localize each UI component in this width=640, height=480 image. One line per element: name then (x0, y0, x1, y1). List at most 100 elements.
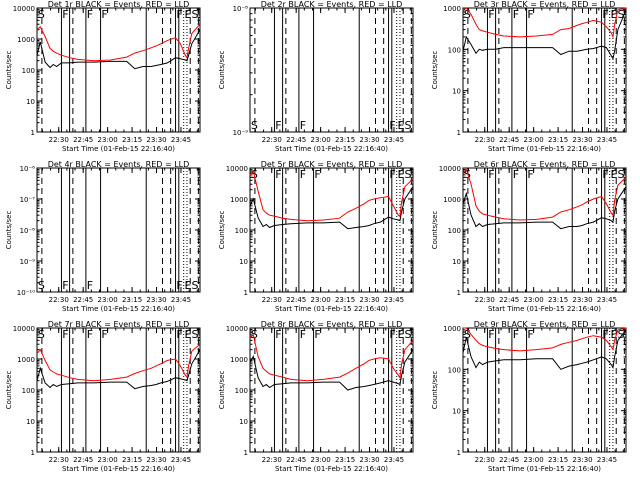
panel-title: Det 6r BLACK = Events, RED = LLD (474, 160, 616, 169)
x-tick-label: 22:30 (262, 296, 282, 304)
y-tick-label: 10⁻⁸ (233, 5, 249, 13)
y-tick-label: 10 (452, 88, 461, 96)
series-events (36, 29, 201, 70)
flag-label: F (389, 168, 395, 181)
y-tick-label: 1 (457, 449, 461, 457)
flag-label: F (62, 279, 68, 292)
flag-label: S (38, 8, 45, 21)
x-tick-label: 23:00 (524, 296, 544, 304)
flag-label: F (62, 328, 68, 341)
flag-label: F (101, 8, 107, 21)
x-tick-label: 23:45 (171, 296, 191, 304)
y-tick-label: 10 (239, 418, 248, 426)
series-lld (249, 334, 414, 382)
x-tick-label: 23:45 (597, 456, 617, 464)
y-tick-label: 10000 (226, 325, 248, 333)
flag-label: F (275, 328, 281, 341)
flag-label: ES (185, 8, 199, 21)
panel-det-3: Det 3r BLACK = Events, RED = LLD 1 10 100 10… (431, 0, 627, 153)
flag-label: F (389, 119, 395, 132)
x-tick-label: 22:45 (286, 456, 306, 464)
y-tick-label: 10⁻⁹ (233, 129, 249, 137)
x-tick-label: 23:30 (359, 456, 379, 464)
x-tick-label: 23:15 (548, 296, 568, 304)
y-tick-label: 10000 (226, 165, 248, 173)
panel-title: Det 9r BLACK = Events, RED = LLD (474, 320, 616, 329)
x-tick-label: 23:00 (311, 296, 331, 304)
flag-label: ES (185, 279, 199, 292)
x-tick-label: 22:45 (73, 296, 93, 304)
y-tick-label: 1 (31, 129, 35, 137)
flag-label: F (300, 328, 306, 341)
x-tick-label: 23:00 (311, 456, 331, 464)
y-tick-label: 10000 (439, 165, 461, 173)
flag-label: ES (398, 328, 412, 341)
series-events (249, 349, 414, 391)
flag-label: F (488, 8, 494, 21)
x-tick-label: 23:00 (98, 456, 118, 464)
flag-label: F (87, 279, 93, 292)
flag-label: F (488, 328, 494, 341)
flag-label: F (176, 8, 182, 21)
x-axis-label: Start Time (01-Feb-15 22:16:40) (62, 145, 175, 153)
x-axis-label: Start Time (01-Feb-15 22:16:40) (275, 145, 388, 153)
flag-label: F (602, 8, 608, 21)
panel-det-7: Det 7r BLACK = Events, RED = LLD 1 10 100 10… (5, 320, 201, 473)
x-tick-label: 22:30 (475, 296, 495, 304)
y-tick-label: 100 (22, 387, 35, 395)
x-tick-label: 23:30 (146, 456, 166, 464)
panel-det-6: Det 6r BLACK = Events, RED = LLD 1 10 100 10… (431, 160, 627, 313)
flag-label: F (389, 328, 395, 341)
series-lld (463, 327, 627, 352)
y-tick-label: 1000 (17, 36, 35, 44)
y-tick-label: 10000 (13, 325, 35, 333)
x-tick-label: 23:15 (122, 296, 142, 304)
y-axis-label: Counts/sec (5, 211, 13, 250)
x-tick-label: 22:45 (73, 456, 93, 464)
panel-title: Det 4r BLACK = Events, RED = LLD (48, 160, 190, 169)
x-tick-label: 23:30 (359, 296, 379, 304)
x-axis-label: Start Time (01-Feb-15 22:16:40) (62, 465, 175, 473)
y-tick-label: 1000 (230, 356, 248, 364)
x-axis-label: Start Time (01-Feb-15 22:16:40) (488, 145, 601, 153)
flag-label: S (464, 328, 471, 341)
x-tick-label: 23:15 (335, 456, 355, 464)
flag-label: F (527, 168, 533, 181)
series-events (462, 329, 627, 370)
x-tick-label: 23:45 (384, 296, 404, 304)
y-tick-label: 10⁻¹⁰ (17, 289, 35, 297)
x-tick-label: 22:30 (262, 136, 282, 144)
x-tick-label: 22:30 (49, 456, 69, 464)
flag-label: S (38, 328, 45, 341)
series-events (36, 349, 201, 390)
y-tick-label: 100 (22, 67, 35, 75)
y-tick-label: 10 (452, 408, 461, 416)
x-tick-label: 23:00 (311, 136, 331, 144)
y-tick-label: 100 (448, 227, 461, 235)
y-tick-label: 1 (457, 289, 461, 297)
y-tick-label: 1 (31, 449, 35, 457)
y-axis-label: Counts/sec (431, 371, 439, 410)
x-tick-label: 22:30 (49, 136, 69, 144)
x-tick-label: 23:30 (359, 136, 379, 144)
panel-det-1: Det 1r BLACK = Events, RED = LLD 1 10 100 10… (5, 0, 201, 153)
panel-title: Det 2r BLACK = Events, RED = LLD (261, 0, 403, 9)
x-tick-label: 23:45 (597, 136, 617, 144)
y-tick-label: 10 (239, 258, 248, 266)
y-tick-label: 1000 (17, 356, 35, 364)
y-tick-label: 100 (448, 366, 461, 374)
flag-label: F (176, 279, 182, 292)
x-tick-label: 22:45 (73, 136, 93, 144)
y-tick-label: 10 (452, 258, 461, 266)
y-tick-label: 10000 (13, 5, 35, 13)
series-lld (249, 169, 414, 222)
panel-title: Det 8r BLACK = Events, RED = LLD (261, 320, 403, 329)
y-axis-label: Counts/sec (218, 51, 226, 90)
flag-label: ES (611, 328, 625, 341)
flag-label: F (527, 328, 533, 341)
panel-det-9: Det 9r BLACK = Events, RED = LLD 1 10 100 10… (431, 320, 627, 473)
y-tick-label: 10⁻⁷ (20, 196, 36, 204)
flag-label: F (527, 8, 533, 21)
y-tick-label: 1000 (443, 325, 461, 333)
